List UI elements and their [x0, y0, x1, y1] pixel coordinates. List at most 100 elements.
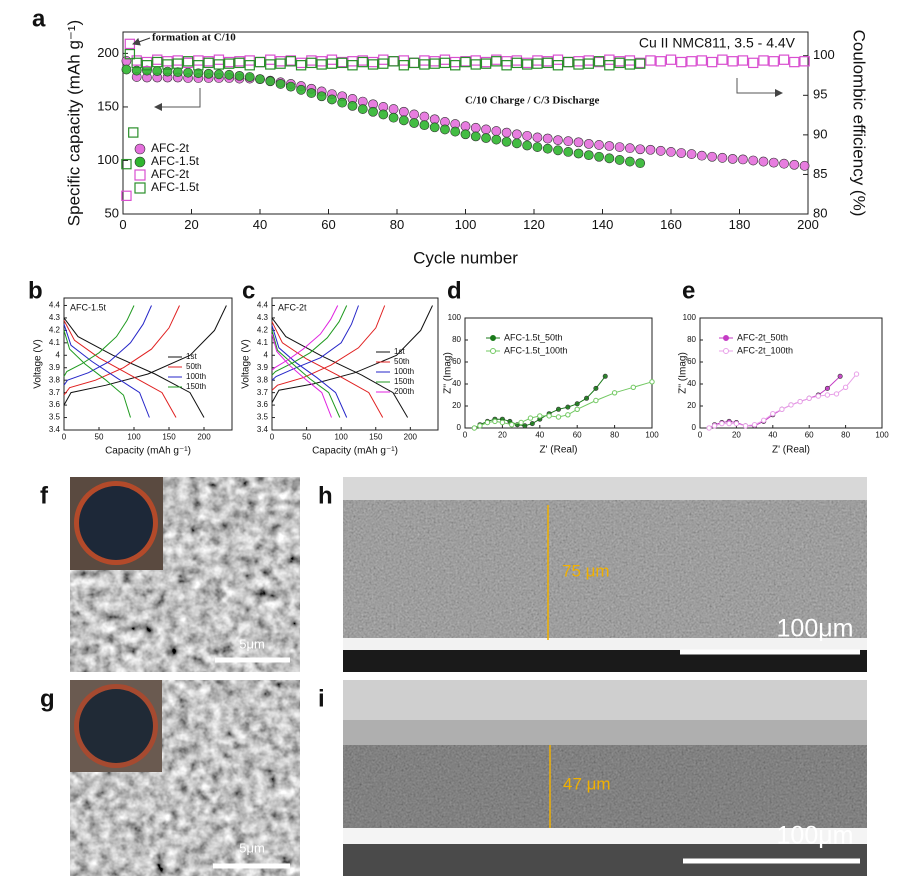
data-marker — [265, 76, 276, 87]
x-tick-label: 200 — [197, 432, 211, 441]
series-line — [271, 305, 386, 418]
y-tick-label: 100 — [448, 313, 462, 322]
thickness-label: 75 μm — [562, 561, 610, 580]
data-marker — [676, 148, 687, 158]
data-marker — [367, 56, 379, 68]
y-tick-label: 4.2 — [49, 325, 61, 334]
panel-label: g — [40, 685, 55, 712]
sem-blur — [343, 720, 867, 746]
data-marker — [408, 57, 420, 69]
x-tick-label: 40 — [768, 430, 777, 439]
data-marker — [521, 59, 533, 70]
data-marker — [748, 155, 759, 166]
data-marker — [593, 56, 605, 67]
series-line — [63, 305, 180, 418]
y-tick-label: 100 — [683, 313, 697, 322]
data-marker — [529, 421, 535, 427]
plot-frame — [699, 317, 883, 429]
data-marker — [853, 371, 860, 377]
y-tick-label: 4 — [264, 350, 269, 359]
data-marker — [152, 56, 163, 68]
data-marker — [429, 58, 440, 69]
legend-label: 150th — [394, 377, 414, 386]
data-marker — [686, 56, 697, 67]
data-marker — [706, 425, 712, 431]
legend-label: AFC-2t_50th — [737, 332, 788, 342]
panel-label: i — [318, 685, 325, 712]
panel-label: a — [32, 5, 46, 32]
data-marker — [285, 81, 296, 92]
data-marker — [244, 60, 255, 71]
data-marker — [450, 126, 461, 137]
legend-label: AFC-1.5t — [151, 154, 200, 168]
chart-panel: 0 20 40 60 80 100 120 140 160 180 2005010015020080… — [32, 5, 869, 267]
x-tick-label: 60 — [805, 430, 814, 439]
data-marker — [481, 133, 491, 143]
data-marker — [563, 136, 574, 147]
data-marker — [357, 104, 368, 114]
data-marker — [141, 56, 153, 68]
data-marker — [481, 124, 491, 135]
data-marker — [706, 56, 718, 68]
data-marker — [552, 60, 564, 71]
data-marker — [244, 72, 255, 82]
data-marker — [419, 111, 430, 122]
y-tick-label: 80 — [687, 335, 696, 344]
data-marker — [501, 136, 512, 147]
data-marker — [778, 54, 790, 65]
data-marker — [799, 56, 810, 67]
data-marker — [583, 150, 594, 161]
data-marker — [295, 57, 307, 69]
data-marker — [388, 56, 399, 67]
data-marker — [824, 392, 831, 398]
plot-frame — [464, 317, 653, 429]
annotation: formation at C/10 — [152, 32, 236, 44]
y-axis-title: Specific capacity (mAh g⁻¹) — [64, 20, 83, 226]
data-marker — [183, 67, 193, 78]
data-marker — [604, 54, 615, 65]
data-marker — [213, 69, 224, 80]
legend-label: 100th — [394, 367, 414, 376]
data-marker — [655, 56, 666, 67]
data-marker — [480, 58, 492, 69]
data-marker — [532, 55, 543, 66]
x-tick-label: 200 — [404, 432, 418, 441]
y-tick-label: 40 — [687, 379, 696, 388]
data-marker — [573, 137, 584, 148]
data-marker — [573, 148, 584, 159]
data-marker — [565, 412, 571, 418]
x-tick-label: 150 — [162, 432, 176, 441]
x-tick-label: 20 — [498, 430, 507, 439]
series-line — [271, 305, 348, 418]
data-marker — [306, 88, 317, 98]
y-tick-label: 0 — [457, 423, 462, 432]
data-marker — [553, 135, 563, 146]
series-line — [271, 305, 359, 418]
data-marker — [141, 60, 153, 71]
x-tick-label: 100 — [127, 432, 141, 441]
data-marker — [388, 104, 399, 114]
electrode — [79, 689, 153, 763]
y-tick-label: 4.1 — [257, 338, 269, 347]
data-marker — [439, 57, 451, 69]
data-marker — [532, 142, 543, 152]
plot-frame — [271, 297, 439, 431]
data-marker — [398, 115, 409, 126]
data-marker — [594, 151, 604, 162]
data-marker — [738, 154, 748, 165]
data-marker — [234, 70, 245, 81]
data-marker — [347, 100, 358, 111]
y-tick-label: 3.4 — [49, 425, 61, 434]
arrow-right-axis — [736, 78, 783, 97]
data-marker — [614, 142, 625, 152]
data-marker — [470, 131, 481, 142]
data-marker — [152, 66, 163, 76]
data-marker — [696, 55, 708, 66]
data-marker — [768, 56, 779, 67]
data-marker — [162, 56, 173, 67]
data-marker — [645, 55, 656, 66]
data-marker — [707, 151, 717, 162]
data-marker — [806, 395, 812, 401]
data-marker — [501, 56, 512, 67]
x-tick-label: 40 — [253, 217, 267, 232]
